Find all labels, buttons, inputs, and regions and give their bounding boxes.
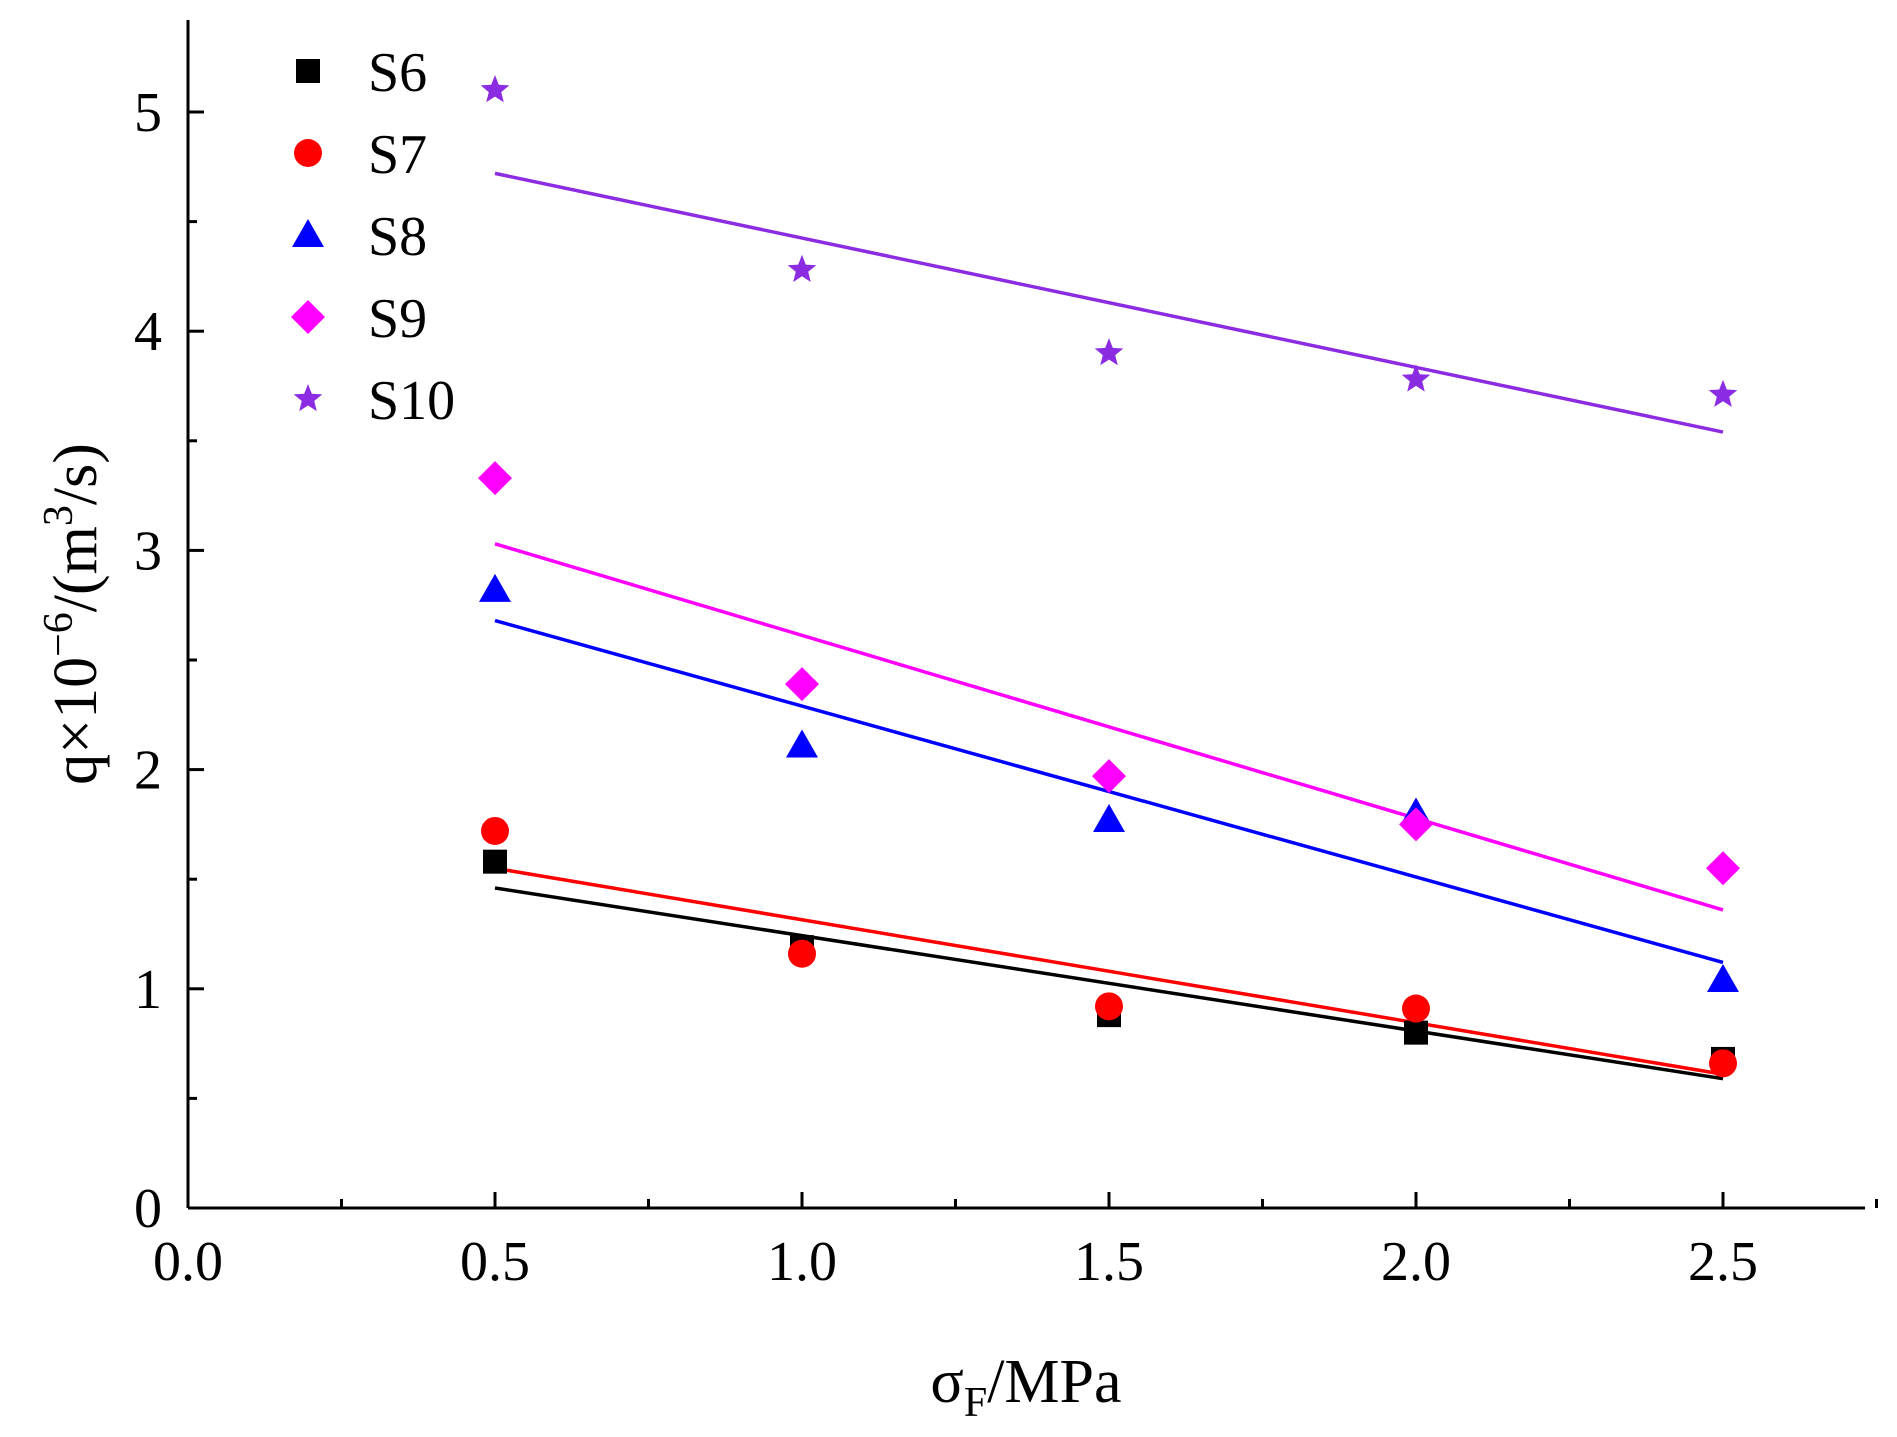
x-tick-label: 0.5: [460, 1231, 530, 1293]
data-point-s10: [1708, 379, 1738, 407]
data-point-s7: [788, 939, 816, 968]
legend-label-s6: S6: [368, 42, 427, 104]
y-tick-label: 2: [134, 740, 162, 802]
data-point-s6: [483, 849, 507, 874]
legend: S6 S7 S8 S9 S10: [291, 42, 455, 432]
data-point-s10: [787, 254, 817, 282]
data-point-s8: [786, 729, 818, 758]
x-axis-title: σF/MPa: [930, 1348, 1121, 1426]
x-tick-label: 0.0: [153, 1231, 223, 1293]
data-point-s9: [478, 461, 512, 496]
fit-line-s10: [494, 171, 1724, 434]
data-point-s6: [1404, 1020, 1428, 1045]
y-tick-label: 4: [134, 301, 162, 363]
legend-marker-s6: [296, 59, 320, 83]
data-point-s7: [1095, 992, 1123, 1021]
y-tick-label: 5: [134, 82, 162, 144]
data-point-s9: [1706, 851, 1740, 886]
data-point-s9: [1092, 759, 1126, 794]
data-point-s7: [1402, 994, 1430, 1023]
axis-titles: σF/MPa q×10−6/(m3/s): [36, 443, 1122, 1426]
data-point-s7: [1709, 1049, 1737, 1078]
legend-label-s7: S7: [368, 124, 427, 186]
data-point-s10: [1401, 364, 1431, 392]
legend-label-s8: S8: [368, 206, 427, 268]
x-tick-label: 1.0: [767, 1231, 837, 1293]
x-tick-label: 2.0: [1381, 1231, 1451, 1293]
legend-label-s10: S10: [368, 370, 455, 432]
x-tick-label: 1.5: [1074, 1231, 1144, 1293]
fit-line-s6: [494, 886, 1724, 1081]
data-point-s8: [1707, 964, 1739, 993]
legend-marker-s8: [292, 219, 324, 247]
y-tick-label: 3: [134, 520, 162, 582]
fit-line-s7: [494, 866, 1724, 1077]
y-axis-title: q×10−6/(m3/s): [36, 443, 110, 785]
data-point-s10: [1094, 338, 1124, 366]
legend-label-s9: S9: [368, 288, 427, 350]
legend-marker-s10: [293, 384, 323, 412]
legend-marker-s9: [291, 300, 325, 334]
data-point-s7: [481, 816, 509, 845]
data-points: [478, 75, 1740, 1078]
y-tick-label: 0: [134, 1178, 162, 1240]
data-point-s9: [785, 667, 819, 702]
axes: 0.0 0.5 1.0 1.5 2.0 2.5 0 1 2 3 4 5: [134, 20, 1878, 1293]
data-point-s10: [480, 75, 510, 103]
data-point-s9: [1399, 807, 1433, 842]
fit-line-s9: [494, 542, 1724, 912]
fit-lines: [494, 171, 1724, 1081]
y-tick-label: 1: [134, 959, 162, 1021]
data-point-s8: [479, 573, 511, 602]
legend-marker-s7: [294, 139, 322, 167]
x-tick-label: 2.5: [1688, 1231, 1758, 1293]
data-point-s8: [1093, 804, 1125, 833]
